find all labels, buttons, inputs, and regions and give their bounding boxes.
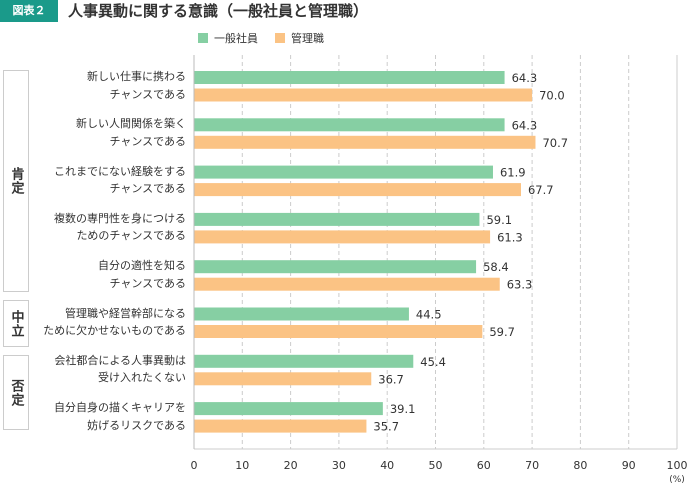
bar-manager (194, 372, 372, 386)
category-label: 自分自身の描くキャリアを (54, 401, 186, 415)
data-label: 36.7 (378, 372, 404, 386)
bar-general (194, 165, 493, 179)
data-label: 59.1 (486, 213, 512, 227)
legend-item-manager: 管理職 (275, 30, 324, 46)
x-tick-label: 40 (380, 459, 394, 472)
bar-manager (194, 230, 491, 244)
category-label: チャンスである (109, 182, 186, 196)
data-label: 44.5 (416, 308, 442, 322)
bar-general (194, 118, 505, 132)
category-label: ために欠かせないものである (43, 324, 186, 337)
data-label: 35.7 (373, 420, 399, 434)
bar-manager (194, 183, 521, 197)
category-label: 会社都合による人事異動は (54, 353, 186, 367)
category-label: チャンスである (109, 276, 186, 290)
category-label: チャンスである (109, 134, 186, 148)
bar-general (194, 402, 383, 416)
x-tick-label: 20 (284, 459, 298, 472)
bar-manager (194, 419, 367, 433)
category-label: 自分の適性を知る (98, 259, 186, 273)
legend-label: 管理職 (291, 32, 324, 45)
x-tick-label: 50 (429, 459, 443, 472)
x-tick-label: 80 (573, 459, 587, 472)
bar-general (194, 71, 505, 84)
category-label: 管理職や経営幹部になる (65, 306, 186, 320)
x-tick-label: 0 (191, 459, 198, 472)
legend-label: 一般社員 (214, 32, 258, 45)
category-label: 複数の専門性を身につける (54, 211, 186, 225)
legend-item-general: 一般社員 (198, 30, 258, 46)
data-label: 70.7 (542, 136, 568, 150)
bar-manager (194, 135, 536, 149)
bar-general (194, 307, 409, 321)
category-label: 妨げるリスクである (87, 418, 186, 432)
bar-general (194, 212, 480, 226)
data-label: 70.0 (539, 89, 565, 103)
data-label: 64.3 (512, 118, 538, 132)
data-label: 58.4 (483, 260, 509, 274)
category-label: 新しい仕事に携わる (87, 70, 186, 83)
x-tick-label: 90 (622, 459, 636, 472)
bar-manager (194, 325, 483, 338)
data-label: 67.7 (528, 183, 554, 197)
data-label: 61.9 (500, 166, 526, 180)
category-label: 新しい人間関係を築く (76, 117, 186, 131)
x-tick-label: 30 (332, 459, 346, 472)
data-label: 63.3 (507, 278, 533, 292)
x-unit-label: (%) (669, 475, 685, 485)
x-tick-label: 10 (235, 459, 249, 472)
category-label: 受け入れたくない (98, 371, 186, 385)
category-label: これまでにない経験をする (54, 164, 186, 178)
chart-title: 人事異動に関する意識（一般社員と管理職） (68, 2, 369, 20)
category-label: ためのチャンスである (76, 229, 186, 243)
data-label: 39.1 (390, 402, 416, 416)
data-label: 45.4 (420, 355, 446, 369)
data-label: 59.7 (489, 325, 515, 339)
figure-badge: 図表２ (0, 0, 58, 22)
x-tick-label: 100 (667, 459, 688, 472)
bar-general (194, 260, 477, 274)
bar-manager (194, 88, 533, 102)
legend-swatch-orange (275, 33, 285, 43)
x-tick-label: 60 (477, 459, 491, 472)
legend-swatch-green (198, 33, 208, 43)
group-negative: 否定 (3, 355, 29, 430)
data-label: 61.3 (497, 230, 523, 244)
group-neutral: 中立 (3, 300, 29, 347)
data-label: 64.3 (512, 71, 538, 85)
bar-general (194, 354, 414, 368)
group-positive: 肯定 (3, 70, 29, 292)
bar-manager (194, 277, 500, 291)
x-tick-label: 70 (525, 459, 539, 472)
category-label: チャンスである (109, 87, 186, 101)
